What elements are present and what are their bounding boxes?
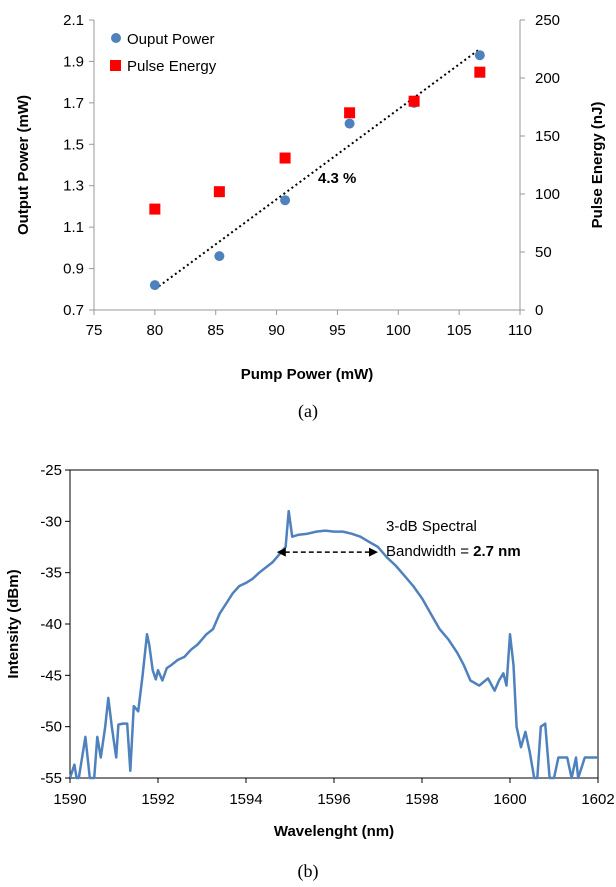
- chart-a-point-pulse-energy: [408, 95, 420, 107]
- chart-a-y2-tick-label: 100: [535, 186, 560, 203]
- chart-a-y2-tick-label: 150: [535, 128, 560, 145]
- chart-b-y-tick-label: -30: [40, 513, 62, 530]
- chart-a-y-tick-label: 1.5: [63, 136, 84, 153]
- chart-b-x-tick-label: 1590: [53, 791, 86, 808]
- chart-b-y-tick-label: -50: [40, 719, 62, 736]
- annotation-line2: Bandwidth = 2.7 nm: [386, 543, 521, 560]
- chart-a-x-tick-label: 90: [268, 322, 285, 339]
- legend-marker-pulse-energy: [110, 60, 121, 71]
- chart-a-output-pulse-vs-pump: 75 80 85 90 95 100 105 110 0.7 0.9 1.1 1.3 1.5 1.7 1.9…: [15, 12, 606, 422]
- chart-b-ylabel: Intensity (dBm): [5, 569, 22, 678]
- chart-b-y-tick-label: -25: [40, 462, 62, 479]
- chart-b-y-tick-label: -45: [40, 667, 62, 684]
- legend-label-pulse-energy: Pulse Energy: [127, 58, 217, 75]
- chart-a-x-tick-label: 105: [447, 322, 472, 339]
- chart-a-slope-annotation: 4.3 %: [318, 170, 356, 187]
- chart-a-tick-labels: 75 80 85 90 95 100 105 110 0.7 0.9 1.1 1.3 1.5 1.7 1.9…: [63, 12, 560, 339]
- chart-a-y2-tick-label: 0: [535, 302, 543, 319]
- legend-label-ouput-power: Ouput Power: [127, 31, 215, 48]
- chart-a-x-tick-label: 75: [86, 322, 103, 339]
- chart-a-y2-tick-label: 200: [535, 70, 560, 87]
- annotation-line2-value: 2.7 nm: [473, 543, 521, 560]
- chart-a-x-tick-label: 95: [329, 322, 346, 339]
- chart-a-x-tick-label: 80: [147, 322, 164, 339]
- chart-a-point-pulse-energy: [149, 203, 161, 215]
- chart-b-y-tick-label: -40: [40, 616, 62, 633]
- chart-b-y-tick-label: -55: [40, 770, 62, 787]
- chart-a-x-tick-label: 85: [207, 322, 224, 339]
- chart-a-point-pulse-energy: [279, 152, 291, 164]
- chart-b-x-tick-label: 1602: [581, 791, 614, 808]
- chart-a-xlabel: Pump Power (mW): [241, 366, 374, 383]
- chart-a-point-pulse-energy: [213, 186, 225, 198]
- chart-a-y-tick-label: 1.3: [63, 178, 84, 195]
- chart-a-point-pulse-energy: [344, 107, 356, 119]
- annotation-line2-prefix: Bandwidth =: [386, 543, 473, 560]
- chart-a-legend: Ouput Power Pulse Energy: [110, 31, 217, 75]
- chart-a-y-tick-label: 2.1: [63, 12, 84, 29]
- chart-a-x-tick-label: 100: [386, 322, 411, 339]
- chart-a-point-output-power: [344, 118, 355, 129]
- chart-a-y2-tick-label: 250: [535, 12, 560, 29]
- annotation-line1: 3-dB Spectral: [386, 518, 477, 535]
- chart-b-x-tick-label: 1596: [317, 791, 350, 808]
- chart-a-point-output-power: [149, 280, 160, 291]
- chart-a-y-tick-label: 1.1: [63, 219, 84, 236]
- legend-marker-ouput-power: [111, 33, 121, 43]
- chart-a-marks: [93, 20, 521, 311]
- chart-b-x-tick-label: 1598: [405, 791, 438, 808]
- chart-b-tick-labels: 1590 1592 1594 1596 1598 1600 1602 -25 -30 -35 -40…: [40, 462, 614, 808]
- chart-a-point-pulse-energy: [474, 66, 486, 78]
- chart-a-y2-tick-label: 50: [535, 244, 552, 261]
- chart-a-y-tick-label: 0.9: [63, 261, 84, 278]
- chart-b-caption: (b): [298, 861, 319, 882]
- chart-b-spectrum-line: [68, 509, 598, 780]
- chart-b-xlabel: Wavelenght (nm): [274, 823, 394, 840]
- chart-a-caption: (a): [298, 401, 318, 422]
- chart-a-ylabel: Output Power (mW): [15, 95, 32, 235]
- chart-a-y-tick-label: 1.7: [63, 95, 84, 112]
- chart-b-bandwidth-annotation: 3-dB Spectral Bandwidth = 2.7 nm: [386, 518, 521, 560]
- chart-a-trendline: [154, 48, 481, 291]
- chart-b-y-tick-label: -35: [40, 565, 62, 582]
- chart-b-bandwidth-arrow-right-head: [369, 547, 378, 557]
- chart-a-point-output-power: [214, 251, 225, 262]
- chart-a-y-tick-label: 1.9: [63, 53, 84, 70]
- chart-a-x-tick-label: 110: [508, 322, 532, 339]
- chart-a-point-output-power: [474, 50, 485, 61]
- chart-b-spectrum: 1590 1592 1594 1596 1598 1600 1602 -25 -30 -35 -40…: [5, 462, 615, 882]
- chart-b-x-tick-label: 1592: [141, 791, 174, 808]
- chart-a-point-output-power: [280, 195, 291, 206]
- chart-b-x-tick-label: 1600: [493, 791, 526, 808]
- chart-b-marks: [68, 509, 598, 780]
- chart-b-bandwidth-arrow-left-head: [276, 547, 286, 557]
- chart-b-x-tick-label: 1594: [229, 791, 262, 808]
- chart-a-y-tick-label: 0.7: [63, 302, 84, 319]
- chart-a-y2label: Pulse Energy (nJ): [589, 102, 606, 229]
